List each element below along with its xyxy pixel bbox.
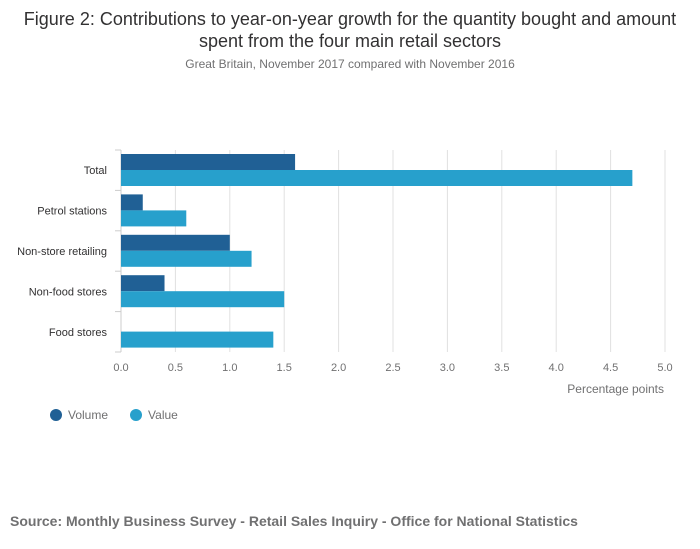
- x-tick-label: 0.5: [168, 362, 183, 374]
- bar-value[interactable]: [121, 210, 187, 227]
- category-label: Total: [84, 165, 107, 177]
- bar-value[interactable]: [121, 331, 274, 348]
- x-tick-label: 1.0: [222, 362, 237, 374]
- bar-volume[interactable]: [121, 234, 230, 251]
- x-tick-label: 3.5: [494, 362, 509, 374]
- x-tick-label: 1.5: [277, 362, 292, 374]
- legend-item-volume[interactable]: Volume: [50, 408, 108, 422]
- x-tick-label: 2.5: [385, 362, 400, 374]
- bar-value[interactable]: [121, 250, 252, 267]
- legend-volume-label: Volume: [68, 408, 109, 422]
- bar-volume[interactable]: [121, 194, 143, 211]
- category-label: Non-store retailing: [17, 246, 107, 258]
- x-tick-label: 5.0: [657, 362, 672, 374]
- source-note: Source: Monthly Business Survey - Retail…: [10, 513, 578, 529]
- bar-value[interactable]: [121, 291, 285, 308]
- x-tick-label: 2.0: [331, 362, 346, 374]
- x-tick-label: 0.0: [113, 362, 128, 374]
- bar-volume[interactable]: [121, 154, 296, 170]
- x-tick-label: 3.0: [440, 362, 455, 374]
- x-tick-labels: 0.0 0.5 1.0 1.5 2.0 2.5 3.0 3.5 4.0 4.5 5.0: [113, 362, 672, 374]
- category-label: Food stores: [49, 327, 108, 339]
- legend-value-label: Value: [148, 408, 178, 422]
- legend-volume-marker: [50, 409, 62, 421]
- chart-title: Figure 2: Contributions to year-on-year …: [23, 9, 677, 51]
- x-axis-title: Percentage points: [567, 382, 664, 396]
- chart-subtitle: Great Britain, November 2017 compared wi…: [185, 57, 515, 71]
- bar-value[interactable]: [121, 170, 633, 186]
- bar-volume[interactable]: [121, 275, 165, 292]
- legend: Volume Value: [50, 408, 178, 422]
- x-tick-label: 4.0: [549, 362, 564, 374]
- category-labels: Total Petrol stations Non-store retailing N…: [17, 165, 107, 339]
- bar-chart: Total Petrol stations Non-store retailing N…: [17, 149, 673, 396]
- bars: [121, 154, 633, 348]
- category-label: Non-food stores: [29, 286, 108, 298]
- x-tick-label: 4.5: [603, 362, 618, 374]
- legend-item-value[interactable]: Value: [130, 408, 178, 422]
- legend-value-marker: [130, 409, 143, 421]
- category-label: Petrol stations: [37, 206, 107, 218]
